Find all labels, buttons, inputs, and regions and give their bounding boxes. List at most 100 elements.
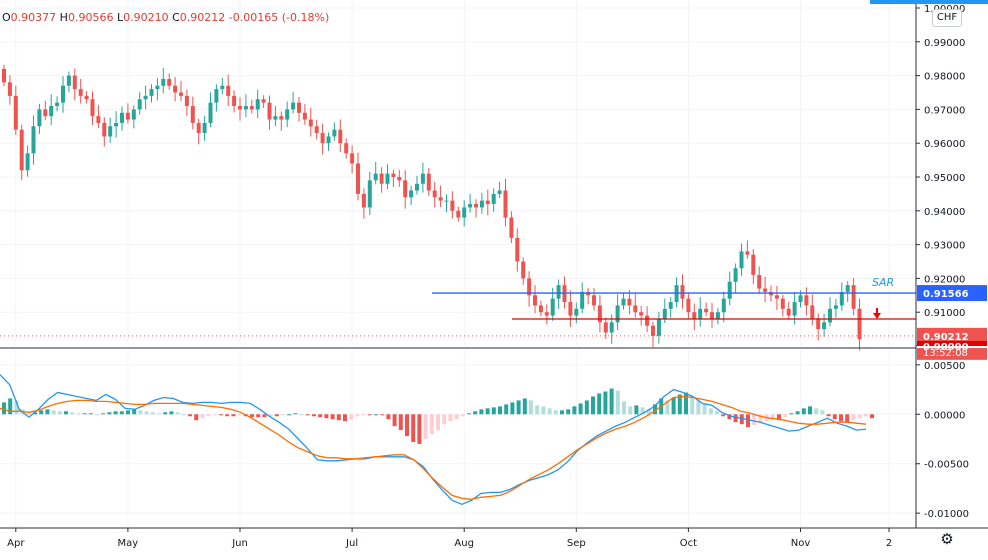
histogram-bar [820, 410, 825, 415]
time-axis[interactable]: Apr May Jun Jul Aug Sep Oct Nov 2 [0, 527, 988, 549]
histogram-bar [628, 406, 633, 415]
histogram-bar [522, 398, 527, 415]
candle-body [792, 302, 797, 316]
candle-body [686, 298, 691, 313]
candle-body [155, 85, 160, 90]
histogram-bar [281, 414, 285, 416]
candle-body [179, 92, 183, 96]
candle-body [485, 200, 490, 205]
histogram-bar [845, 414, 850, 423]
candle-body [780, 298, 785, 309]
candle-body [13, 95, 18, 130]
candle-body [656, 318, 661, 336]
histogram-bar [733, 414, 738, 423]
overlays: SAR [0, 276, 916, 349]
candle-body [367, 180, 372, 208]
histogram-bar [603, 391, 608, 415]
candle-body [603, 322, 608, 333]
support-price-badge [917, 341, 987, 348]
candle-body [615, 305, 620, 323]
macd-tick-label: 0.00500 [924, 361, 965, 372]
histogram-bar [504, 404, 509, 415]
candle-body [19, 129, 24, 171]
candle-body [704, 308, 709, 313]
histogram-bar [200, 414, 205, 419]
histogram-bar [374, 414, 378, 416]
histogram-bar [423, 414, 428, 439]
histogram-bar [591, 396, 595, 415]
time-tick-label: Aug [454, 538, 474, 549]
histogram-bar [535, 405, 540, 415]
histogram-bar [727, 414, 732, 420]
histogram-bar [262, 414, 267, 418]
histogram-bar [231, 414, 236, 417]
histogram-bar [801, 408, 806, 415]
candle-body [108, 126, 113, 137]
price-axis[interactable]: 1.000000.990000.980000.970000.960000.950… [915, 0, 987, 528]
candle-body [409, 190, 414, 198]
candle-body [580, 291, 585, 309]
histogram-bar [163, 412, 168, 415]
histogram-bar [169, 411, 174, 415]
histogram-bar [119, 411, 124, 415]
candle-body [96, 116, 101, 123]
histogram-bar [14, 400, 19, 415]
price-tick-label: 0.97000 [924, 105, 965, 116]
histogram-bar [770, 414, 775, 420]
candle-body [774, 295, 779, 299]
candle-body [338, 129, 343, 144]
histogram-bar [721, 414, 726, 417]
histogram-bar [690, 396, 695, 415]
histogram-bar [460, 414, 465, 417]
candle-body [90, 99, 95, 117]
histogram-bar [708, 408, 713, 415]
last-price-badge [917, 327, 987, 344]
sar-price-label: 0.91566 [923, 289, 969, 300]
histogram-bar [857, 414, 862, 419]
histogram-bar [157, 413, 161, 415]
candle-body [533, 295, 537, 306]
signal-line [0, 395, 867, 500]
gear-icon[interactable]: ⚙ [940, 530, 954, 548]
candle-body [78, 89, 83, 96]
candle-body [249, 106, 254, 110]
histogram-bar [622, 401, 626, 415]
candle-body [745, 251, 750, 255]
close-value: 0.90212 [179, 11, 226, 24]
time-tick-label: Nov [791, 538, 811, 549]
candle-body [143, 95, 148, 100]
candle-body [332, 129, 337, 137]
candle-body [255, 99, 260, 110]
candle-body [220, 85, 225, 90]
candle-body [167, 78, 172, 86]
candle-body [66, 75, 71, 86]
candle-body [568, 302, 573, 316]
histogram-bar [467, 413, 471, 415]
candle-body [479, 200, 484, 208]
candle-body [633, 305, 638, 313]
currency-badge[interactable]: CHF [932, 9, 962, 27]
histogram-bar [250, 414, 254, 418]
histogram-bar [256, 414, 261, 418]
histogram-bar [665, 400, 670, 415]
candle-body [444, 200, 449, 202]
histogram-bar [553, 410, 558, 415]
histogram-bar [491, 407, 496, 415]
histogram-bar [237, 414, 242, 416]
histogram-bar [330, 414, 335, 420]
histogram-bar [138, 410, 143, 415]
candle-body [190, 106, 195, 123]
histogram-bar [814, 408, 819, 415]
macd-axis[interactable]: 0.00500 0.00000 -0.00500 -0.01000 [916, 361, 969, 520]
candle-body [391, 173, 396, 177]
candle-body [839, 291, 844, 306]
candle-body [285, 109, 290, 120]
candle-body [238, 106, 242, 110]
histogram-bar [609, 388, 614, 415]
histogram-bar [746, 414, 750, 428]
histogram-bar [144, 411, 149, 415]
histogram-bar [318, 414, 323, 418]
histogram-bar [436, 414, 440, 431]
histogram-bar [188, 414, 192, 417]
